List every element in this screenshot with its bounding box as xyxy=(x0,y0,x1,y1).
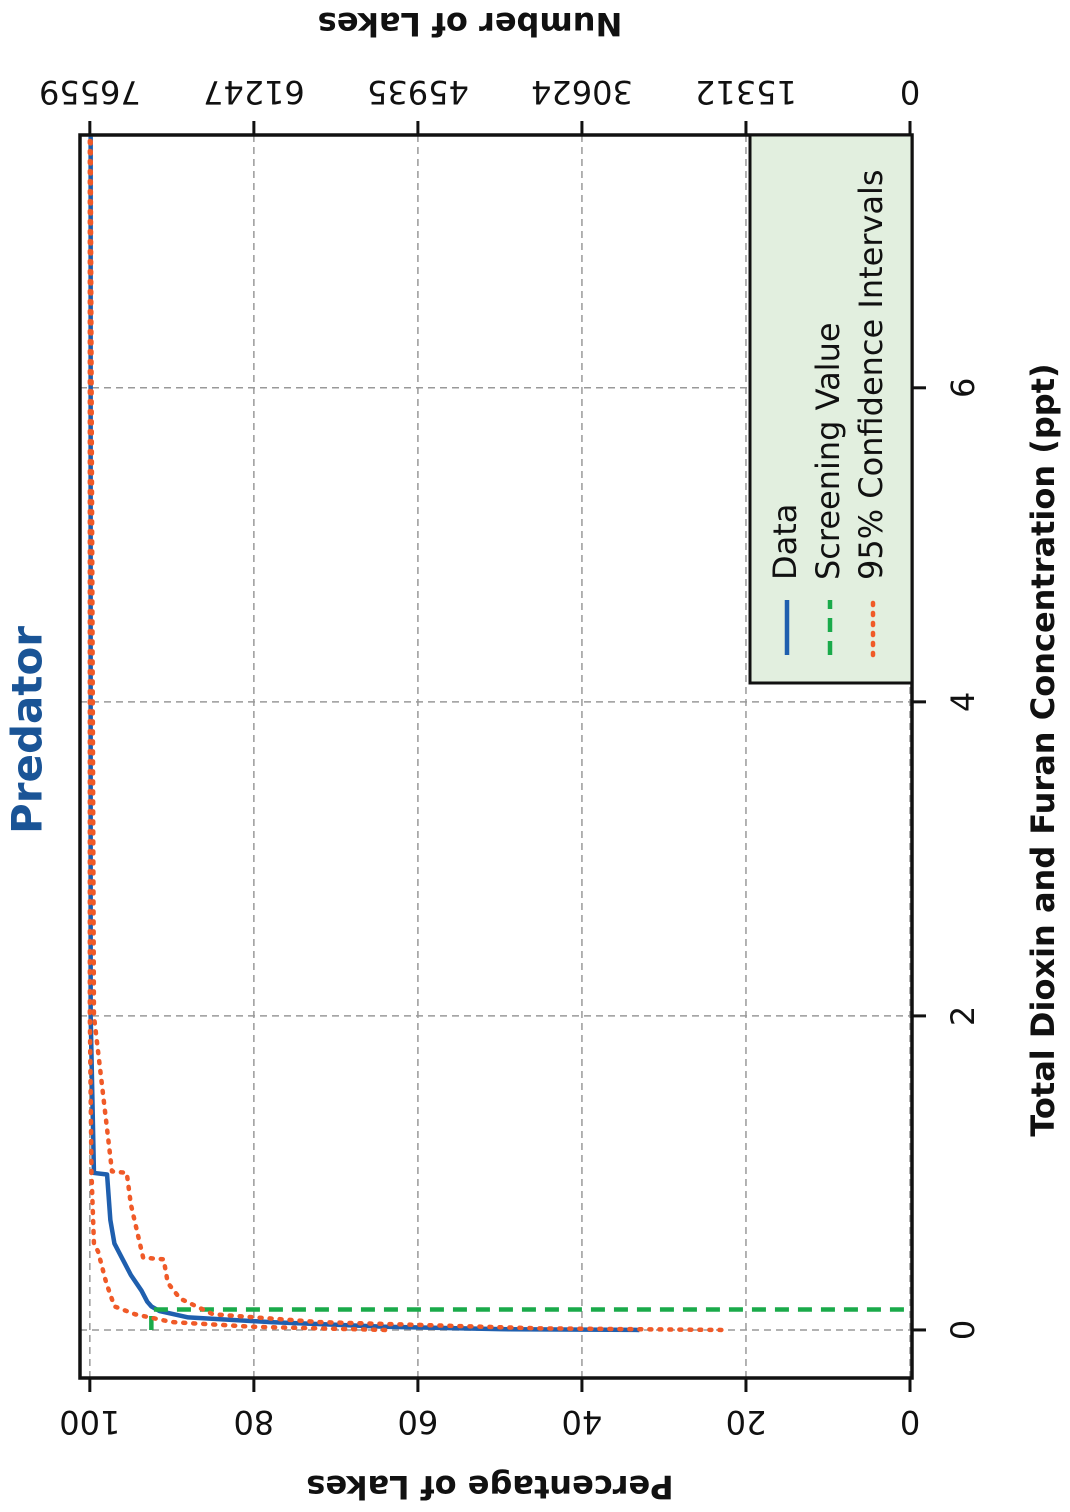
x-tick-label: 4 xyxy=(944,692,982,712)
y2-tick-label: 61247 xyxy=(203,73,305,111)
legend-label: Screening Value xyxy=(809,322,847,580)
y-tick-label: 20 xyxy=(726,1403,767,1441)
chart-frame: 0246020406080100015312306244593561247765… xyxy=(3,5,1063,1506)
y-tick-label: 60 xyxy=(398,1403,439,1441)
y-tick-label: 40 xyxy=(562,1403,603,1441)
series-line xyxy=(149,1307,910,1330)
y2-tick-label: 30624 xyxy=(531,73,633,111)
y2-tick-label: 76559 xyxy=(39,73,141,111)
y2-tick-label: 45935 xyxy=(367,73,469,111)
y-tick-label: 0 xyxy=(900,1403,920,1441)
y2-axis-title: Number of Lakes xyxy=(318,5,623,43)
x-tick-label: 0 xyxy=(944,1320,982,1340)
series-line xyxy=(88,134,724,1333)
y-axis-title: Percentage of Lakes xyxy=(306,1468,673,1506)
y-tick-label: 80 xyxy=(234,1403,275,1441)
series-line xyxy=(87,134,388,1333)
plot-area xyxy=(80,135,912,1378)
y2-tick-label: 0 xyxy=(900,73,920,111)
x-axis-title: Total Dioxin and Furan Concentration (pp… xyxy=(1024,363,1062,1136)
legend-box xyxy=(748,133,914,685)
x-tick-label: 2 xyxy=(944,1006,982,1026)
plot-border xyxy=(78,133,914,1380)
x-tick-label: 6 xyxy=(944,378,982,398)
chart-title: Predator xyxy=(3,626,52,834)
y-tick-label: 100 xyxy=(59,1403,120,1441)
series-line xyxy=(88,136,640,1333)
legend-label: Data xyxy=(766,504,804,580)
legend-label: 95% Confidence Intervals xyxy=(852,169,890,580)
y2-tick-label: 15312 xyxy=(695,73,797,111)
